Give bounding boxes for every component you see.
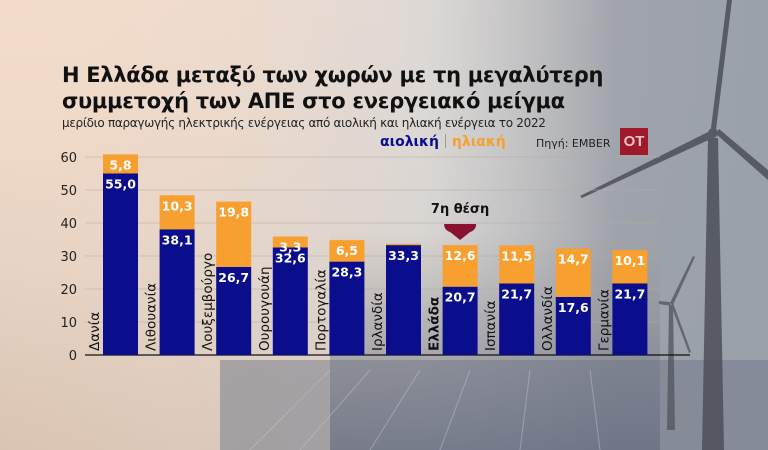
category-label: Γερμανία (596, 289, 612, 351)
title-line-1: Η Ελλάδα μεταξύ των χωρών με τη μεγαλύτε… (62, 63, 604, 87)
solar-value-label: 12,6 (445, 248, 476, 263)
source-note: Πηγή: EMBER (536, 137, 611, 150)
solar-bar (159, 195, 195, 230)
solar-value-label: 10,1 (614, 253, 645, 268)
wind-bar (555, 296, 591, 355)
wind-value-label: 38,1 (162, 232, 193, 247)
category-label: Πορτογαλία (313, 269, 329, 351)
solar-bar (442, 245, 478, 287)
wind-bar (442, 286, 478, 355)
category-label: Ελλάδα (427, 297, 443, 351)
ot-logo: OT (620, 128, 648, 155)
category-label: Ολλανδία (540, 286, 556, 351)
y-tick-label: 50 (60, 184, 77, 199)
solar-value-label: 11,5 (501, 248, 532, 263)
y-tick-label: 30 (60, 250, 77, 265)
category-label: Λιθουανία (144, 283, 160, 351)
wind-bar (612, 283, 648, 355)
solar-bar (386, 243, 421, 246)
rank-annotation: 7η θέση (431, 202, 489, 217)
wind-bar (216, 266, 252, 355)
wind-value-label: 33,3 (388, 248, 419, 263)
y-tick-label: 20 (60, 283, 77, 298)
category-label: Ιρλανδία (370, 292, 386, 351)
wind-value-label: 32,6 (275, 250, 306, 265)
legend: αιολική ηλιακή (380, 134, 506, 150)
category-label: Ουρουγουάη (257, 266, 273, 351)
wind-value-label: 21,7 (501, 286, 532, 301)
solar-bar (612, 250, 648, 284)
solar-value-label: 6,5 (336, 243, 358, 258)
wind-value-label: 17,6 (558, 300, 589, 315)
title-line-2: συμμετοχή των ΑΠΕ στο ενεργειακό μείγμα (62, 89, 565, 113)
solar-bar (216, 201, 252, 267)
wind-bar (272, 247, 308, 355)
solar-bar (272, 236, 308, 248)
legend-divider (444, 134, 446, 148)
wind-value-label: 55,0 (105, 177, 136, 192)
category-label: Ισπανία (483, 300, 499, 351)
category-label: Δανία (87, 312, 103, 351)
wind-value-label: 20,7 (445, 290, 476, 305)
wind-value-label: 21,7 (614, 286, 645, 301)
solar-bar (103, 154, 138, 174)
y-tick-label: 10 (60, 316, 77, 331)
solar-value-label: 10,3 (162, 198, 193, 213)
solar-value-label: 14,7 (558, 251, 589, 266)
chart-title: Η Ελλάδα μεταξύ των χωρών με τη μεγαλύτε… (62, 62, 603, 114)
wind-bar (386, 245, 421, 355)
y-tick-label: 0 (69, 349, 77, 364)
wind-value-label: 26,7 (218, 270, 249, 285)
y-tick-label: 60 (60, 151, 77, 166)
category-label: Λουξεμβούργο (200, 253, 216, 351)
rank-marker-icon (444, 224, 477, 240)
solar-bar (555, 248, 591, 297)
solar-bar (329, 240, 365, 262)
wind-bar (499, 283, 535, 355)
legend-solar: ηλιακή (451, 134, 506, 150)
wind-value-label: 28,3 (331, 265, 362, 280)
small-wind-turbine-icon (659, 256, 695, 430)
legend-wind: αιολική (380, 134, 439, 150)
wind-turbine-icon (580, 0, 768, 450)
solar-bar (499, 245, 535, 284)
solar-value-label: 19,8 (218, 205, 249, 220)
chart-subtitle: μερίδιο παραγωγής ηλεκτρικής ενέργειας α… (62, 116, 546, 130)
solar-value-label: 5,8 (109, 157, 131, 172)
solar-panels (249, 369, 601, 450)
y-tick-label: 40 (60, 217, 77, 232)
solar-value-label: 3,3 (279, 240, 301, 255)
wind-bar (159, 229, 195, 355)
wind-bar (329, 261, 365, 355)
wind-bar (103, 173, 138, 355)
